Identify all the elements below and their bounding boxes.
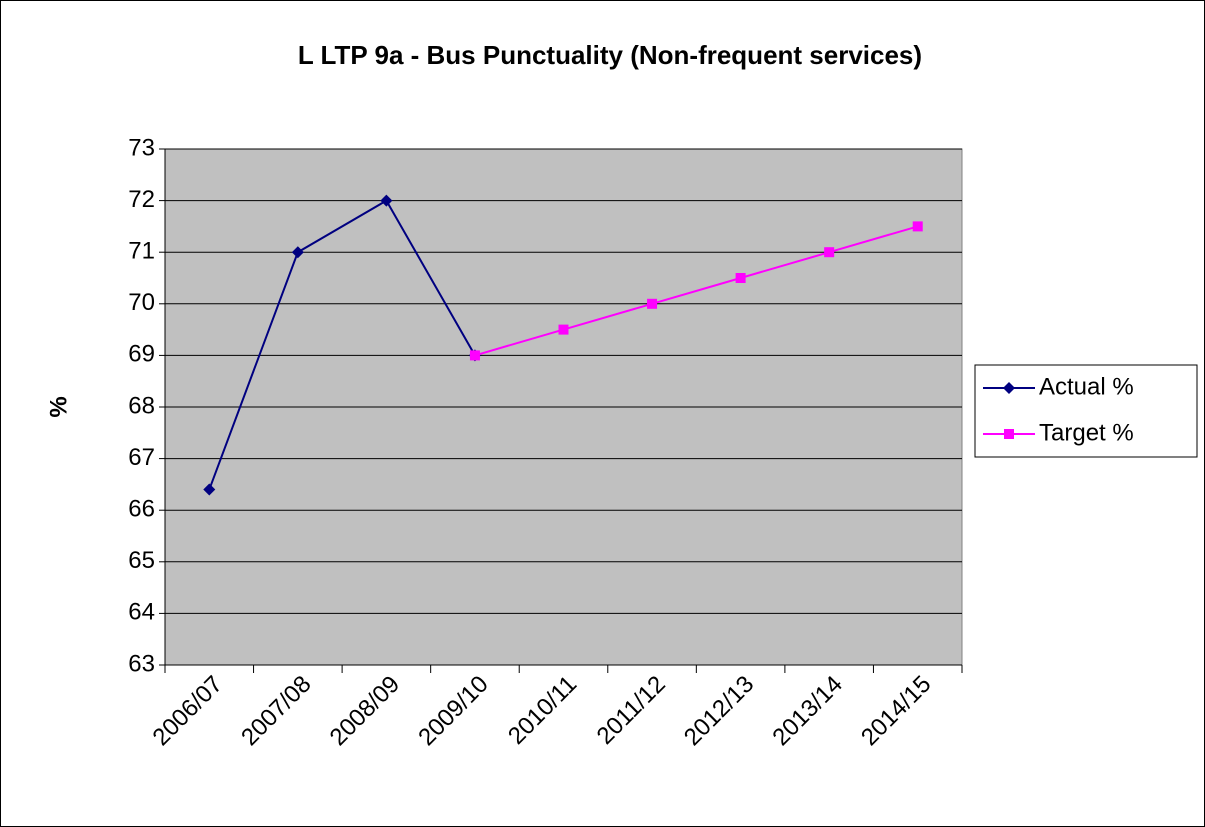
y-tick-label: 66 bbox=[128, 496, 155, 523]
y-tick-label: 64 bbox=[128, 599, 155, 626]
data-point bbox=[558, 324, 569, 335]
data-point bbox=[735, 273, 746, 283]
data-point bbox=[1003, 382, 1015, 394]
y-tick-label: 67 bbox=[128, 444, 155, 471]
data-point bbox=[824, 247, 835, 258]
y-tick-label: 65 bbox=[128, 547, 155, 574]
y-tick-label: 72 bbox=[128, 186, 155, 213]
y-axis-label: % bbox=[45, 396, 72, 417]
data-point bbox=[380, 194, 393, 207]
y-tick-label: 63 bbox=[128, 650, 155, 677]
data-point bbox=[647, 298, 658, 309]
legend-label: Target % bbox=[1039, 419, 1134, 446]
y-tick-label: 69 bbox=[128, 341, 155, 368]
legend-label: Actual % bbox=[1039, 373, 1134, 400]
series-line bbox=[474, 225, 919, 357]
chart-title: L LTP 9a - Bus Punctuality (Non-frequent… bbox=[298, 40, 922, 70]
y-tick-label: 68 bbox=[128, 392, 155, 419]
y-tick-label: 73 bbox=[128, 134, 155, 161]
series-line bbox=[208, 199, 476, 490]
data-point bbox=[469, 350, 480, 361]
data-point bbox=[1004, 429, 1014, 439]
legend-box bbox=[974, 364, 1198, 458]
y-tick-label: 70 bbox=[128, 289, 155, 316]
data-point bbox=[291, 246, 304, 259]
y-tick-label: 71 bbox=[128, 238, 155, 265]
data-point bbox=[203, 483, 216, 496]
data-point bbox=[912, 221, 923, 232]
